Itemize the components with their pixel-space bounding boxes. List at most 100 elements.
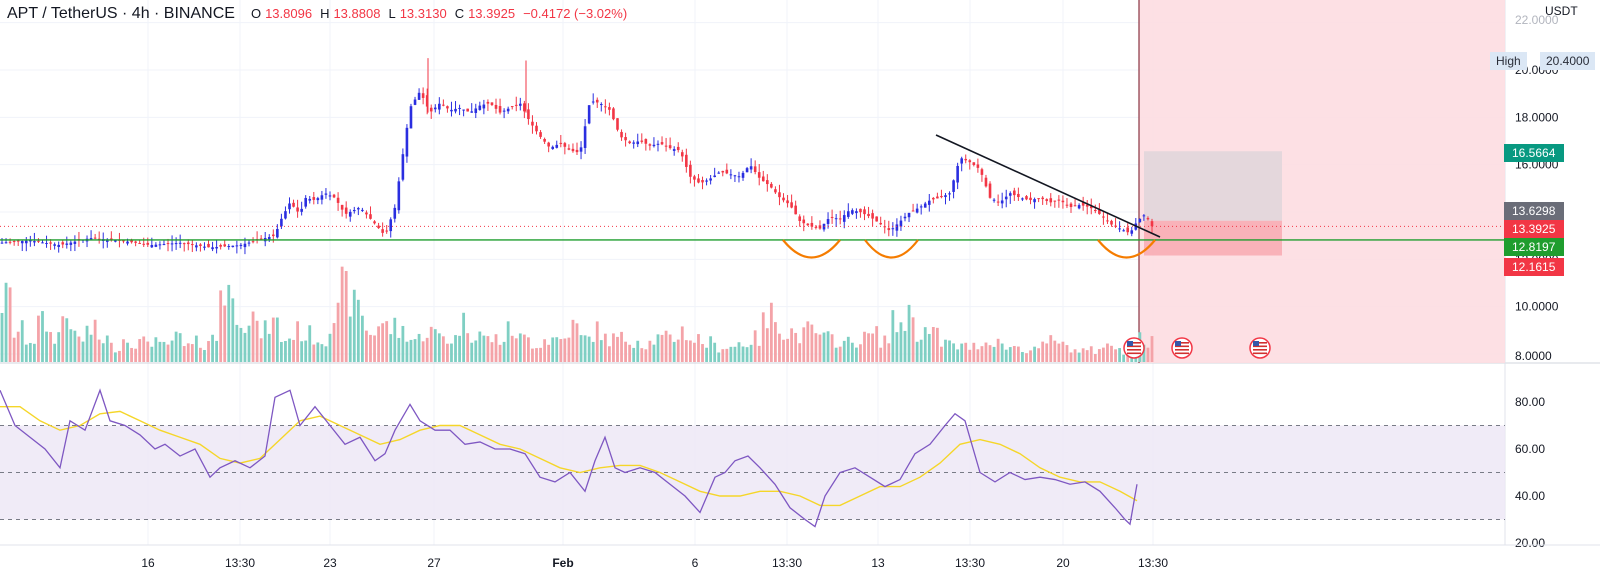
volume-bar [393, 317, 397, 362]
candle-body [830, 216, 834, 218]
candle-body [272, 234, 275, 237]
candle-body [361, 209, 364, 211]
candle-body [328, 195, 332, 197]
volume-bar [332, 323, 336, 362]
volume-bar [672, 341, 676, 362]
candle-body [976, 164, 980, 168]
candle-body [713, 175, 716, 178]
candle-body [458, 107, 461, 109]
candle-body [818, 225, 822, 229]
candle-body [231, 245, 235, 248]
volume-bar [312, 344, 316, 362]
candle-body [915, 208, 919, 213]
volume-bar [97, 339, 101, 362]
volume-bar [713, 342, 717, 362]
candle-body [875, 216, 878, 222]
volume-bar [903, 330, 907, 362]
volume-bar [417, 333, 421, 362]
candle-body [648, 144, 652, 146]
volume-bar [1150, 336, 1154, 362]
volume-bar [105, 335, 109, 362]
time-tick-label: 20 [1056, 556, 1070, 570]
volume-bar [150, 346, 154, 362]
volume-bar [223, 305, 227, 362]
candle-body [1065, 204, 1069, 206]
candle-body [761, 176, 765, 182]
candle-body [770, 183, 773, 188]
take-profit-box [1144, 151, 1282, 221]
candle-body [676, 146, 680, 151]
volume-bar [697, 334, 700, 362]
volume-bar [539, 347, 542, 362]
volume-bar [1110, 345, 1113, 362]
candle-body [405, 127, 409, 157]
volume-bar [652, 344, 656, 362]
volume-bar [1146, 347, 1150, 362]
volume-bar [559, 339, 563, 362]
volume-bar [575, 323, 579, 362]
volume-bar [774, 322, 777, 362]
volume-bar [859, 344, 862, 362]
volume-bar [931, 326, 935, 362]
time-tick-label: 13:30 [1138, 556, 1168, 570]
candle-body [369, 214, 372, 219]
candle-body [1029, 197, 1032, 201]
volume-bar [741, 346, 745, 362]
candle-body [126, 241, 129, 244]
volume-bar [749, 344, 753, 362]
candle-body [110, 238, 113, 240]
candle-body [498, 106, 502, 113]
volume-bar [664, 330, 668, 362]
time-tick-label: 27 [427, 556, 441, 570]
candle-body [842, 215, 846, 222]
candle-body [251, 241, 255, 243]
volume-bar [838, 346, 842, 362]
candle-body [725, 169, 729, 174]
candle-body [138, 242, 141, 244]
candle-body [235, 245, 239, 247]
volume-bar [113, 352, 117, 362]
current-price-tag: 13.3925 [1504, 220, 1564, 238]
candle-body [267, 237, 271, 240]
volume-bar [490, 342, 494, 362]
volume-bar [227, 284, 231, 362]
volume-bar [275, 317, 279, 362]
volume-bar [636, 340, 640, 362]
volume-bar [591, 341, 595, 362]
candle-body [1077, 205, 1081, 209]
stop-loss-box [1144, 220, 1282, 256]
candle-body [863, 209, 866, 215]
candle-body [191, 244, 194, 246]
volume-bar [134, 348, 138, 362]
candle-body [717, 172, 721, 174]
candle-body [523, 103, 526, 112]
take-profit-price-tag: 16.5664 [1504, 144, 1564, 162]
volume-bar [1029, 350, 1032, 362]
candle-body [207, 243, 210, 248]
volume-bar [875, 326, 879, 362]
volume-bar [437, 333, 441, 362]
candle-body [215, 246, 218, 249]
bottom-pattern-arc [1097, 239, 1156, 259]
high-label: H [320, 6, 330, 21]
price-tick-label: 10.0000 [1515, 300, 1559, 314]
volume-bar [616, 336, 619, 362]
volume-bar [972, 342, 976, 362]
candle-body [1057, 199, 1061, 201]
volume-bar [182, 346, 186, 362]
candle-body [907, 212, 911, 218]
volume-bar [968, 349, 972, 362]
volume-bar [385, 321, 389, 362]
candle-body [551, 146, 555, 150]
candle-body [276, 228, 279, 238]
volume-bar [567, 337, 571, 362]
volume-bar [980, 346, 984, 362]
candle-body [340, 204, 344, 210]
candle-body [733, 175, 737, 177]
candle-body [535, 125, 538, 132]
candle-body [421, 93, 425, 98]
candle-body [960, 158, 963, 164]
candle-body [794, 205, 797, 215]
candle-body [539, 132, 542, 137]
